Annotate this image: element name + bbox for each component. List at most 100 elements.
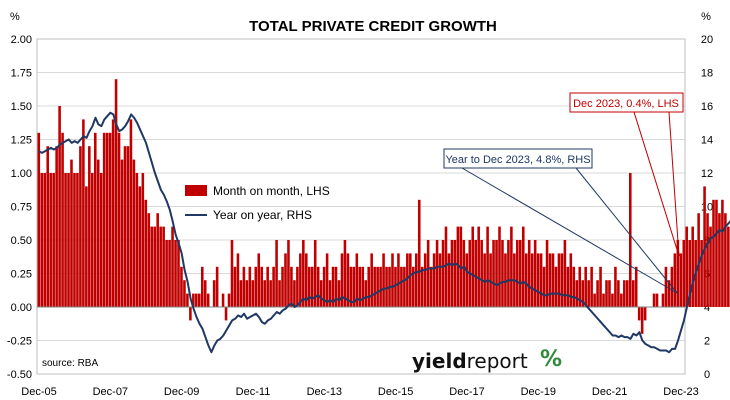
- bar: [587, 280, 590, 307]
- bar: [337, 280, 341, 307]
- bar: [593, 293, 596, 307]
- bar: [409, 253, 412, 307]
- bar: [126, 146, 130, 307]
- bar: [480, 240, 483, 307]
- bar: [691, 226, 694, 307]
- bar: [114, 79, 118, 307]
- bar: [563, 240, 567, 307]
- bar: [548, 253, 552, 307]
- bar: [70, 159, 73, 307]
- left-tick-label: -0.50: [7, 369, 32, 381]
- right-unit-label: %: [701, 11, 711, 23]
- bar: [545, 240, 549, 307]
- bar: [293, 280, 296, 307]
- bar: [557, 253, 561, 307]
- bar: [328, 280, 332, 307]
- bar: [530, 253, 534, 307]
- bar: [40, 173, 44, 307]
- bar: [685, 226, 689, 307]
- bar: [676, 240, 680, 307]
- bar: [138, 186, 142, 307]
- bar: [180, 266, 183, 307]
- bar: [426, 240, 430, 307]
- bar: [596, 280, 599, 307]
- bar: [382, 253, 385, 307]
- bar: [504, 253, 507, 307]
- bar: [55, 146, 58, 307]
- bar: [46, 146, 49, 307]
- bar: [492, 240, 495, 307]
- x-tick-label: Dec-23: [663, 386, 698, 398]
- bar: [560, 253, 564, 307]
- bar: [682, 240, 686, 307]
- left-tick-label: 0.75: [11, 202, 32, 214]
- bar: [340, 253, 344, 307]
- bar: [608, 280, 611, 307]
- bar: [266, 266, 269, 307]
- bar: [212, 280, 216, 307]
- bar: [628, 173, 632, 307]
- bar: [453, 240, 457, 307]
- callout-line-leader-2: [461, 167, 678, 294]
- bar: [554, 266, 558, 307]
- left-unit-label: %: [10, 11, 20, 23]
- plot-area: [36, 38, 686, 375]
- legend-bar-label: Month on month, LHS: [213, 184, 330, 198]
- bar: [132, 159, 136, 307]
- bar: [203, 280, 207, 307]
- bar: [272, 266, 275, 307]
- bar: [420, 266, 424, 307]
- bar: [507, 240, 510, 307]
- bar: [200, 266, 204, 307]
- bar: [417, 199, 421, 307]
- bar: [361, 266, 365, 307]
- bar: [414, 253, 418, 307]
- bar: [706, 213, 709, 307]
- logo-part2: report: [467, 349, 528, 373]
- bar: [376, 266, 379, 307]
- bar: [165, 240, 168, 307]
- bar: [135, 173, 139, 307]
- right-tick-label: 16: [701, 101, 713, 113]
- bar: [278, 280, 281, 307]
- bar: [281, 266, 284, 307]
- bar: [76, 173, 79, 307]
- bar: [712, 199, 715, 307]
- left-axis: -0.50 -0.25 0.00 0.25 0.50 0.75 1.00 1.25 1.50 1.…: [7, 34, 32, 381]
- callout-bars-text: Dec 2023, 0.4%, LHS: [573, 98, 679, 110]
- bar: [162, 226, 165, 307]
- bar: [602, 293, 605, 307]
- bar: [697, 213, 700, 307]
- bar: [150, 226, 154, 307]
- bar: [462, 240, 466, 307]
- bar: [441, 240, 445, 307]
- bar: [195, 293, 198, 307]
- bar: [156, 213, 159, 307]
- bar: [471, 226, 475, 307]
- bar: [355, 253, 359, 307]
- bar: [519, 240, 522, 307]
- bar: [287, 240, 290, 307]
- bar: [703, 186, 706, 307]
- bar: [397, 253, 400, 307]
- bar: [673, 253, 677, 307]
- bar: [542, 266, 546, 307]
- bar: [99, 173, 103, 307]
- left-tick-label: 0.00: [11, 302, 32, 314]
- bar: [572, 266, 576, 307]
- bar: [174, 240, 177, 307]
- bar: [643, 307, 647, 321]
- bar: [153, 226, 156, 307]
- callout-line-leader: [575, 167, 678, 294]
- bar: [227, 293, 231, 307]
- left-tick-label: 1.50: [11, 101, 32, 113]
- legend-line-label: Year on year, RHS: [213, 208, 312, 222]
- bar: [379, 266, 382, 307]
- bar: [43, 173, 47, 307]
- bar: [581, 280, 584, 307]
- bar: [183, 280, 186, 307]
- bar: [727, 226, 730, 307]
- bar: [61, 132, 64, 307]
- bar: [524, 253, 528, 307]
